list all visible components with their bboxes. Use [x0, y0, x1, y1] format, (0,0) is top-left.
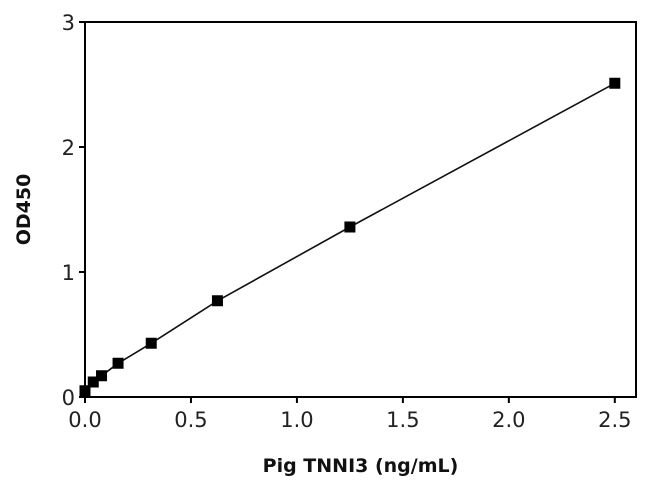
- y-tick-label: 2: [62, 136, 75, 160]
- data-point: [609, 77, 621, 89]
- data-point: [145, 337, 157, 349]
- x-tick-label: 1.0: [280, 408, 313, 432]
- x-axis: 0.0 0.5 1.0 1.5 2.0 2.5: [68, 397, 632, 432]
- plot-frame: [84, 21, 637, 398]
- data-point: [79, 385, 91, 397]
- data-point: [96, 370, 108, 382]
- plot-border: [84, 21, 637, 398]
- y-axis-title: OD450: [13, 174, 35, 246]
- x-axis-title: Pig TNNI3 (ng/mL): [263, 455, 459, 477]
- y-tick-label: 1: [62, 261, 75, 285]
- data-point: [344, 221, 356, 233]
- x-tick-label: 0.0: [68, 408, 101, 432]
- y-tick-label: 0: [62, 386, 75, 410]
- data-point: [87, 376, 99, 388]
- y-tick-label: 3: [62, 11, 75, 35]
- fit-line: [84, 82, 616, 392]
- x-tick-label: 0.5: [174, 408, 207, 432]
- data-point: [112, 357, 124, 369]
- x-tick-label: 1.5: [386, 408, 419, 432]
- x-tick-label: 2.5: [598, 408, 631, 432]
- y-axis: 0 1 2 3: [62, 11, 85, 410]
- data-series: [79, 77, 621, 397]
- data-point: [211, 295, 223, 307]
- x-tick-label: 2.0: [492, 408, 525, 432]
